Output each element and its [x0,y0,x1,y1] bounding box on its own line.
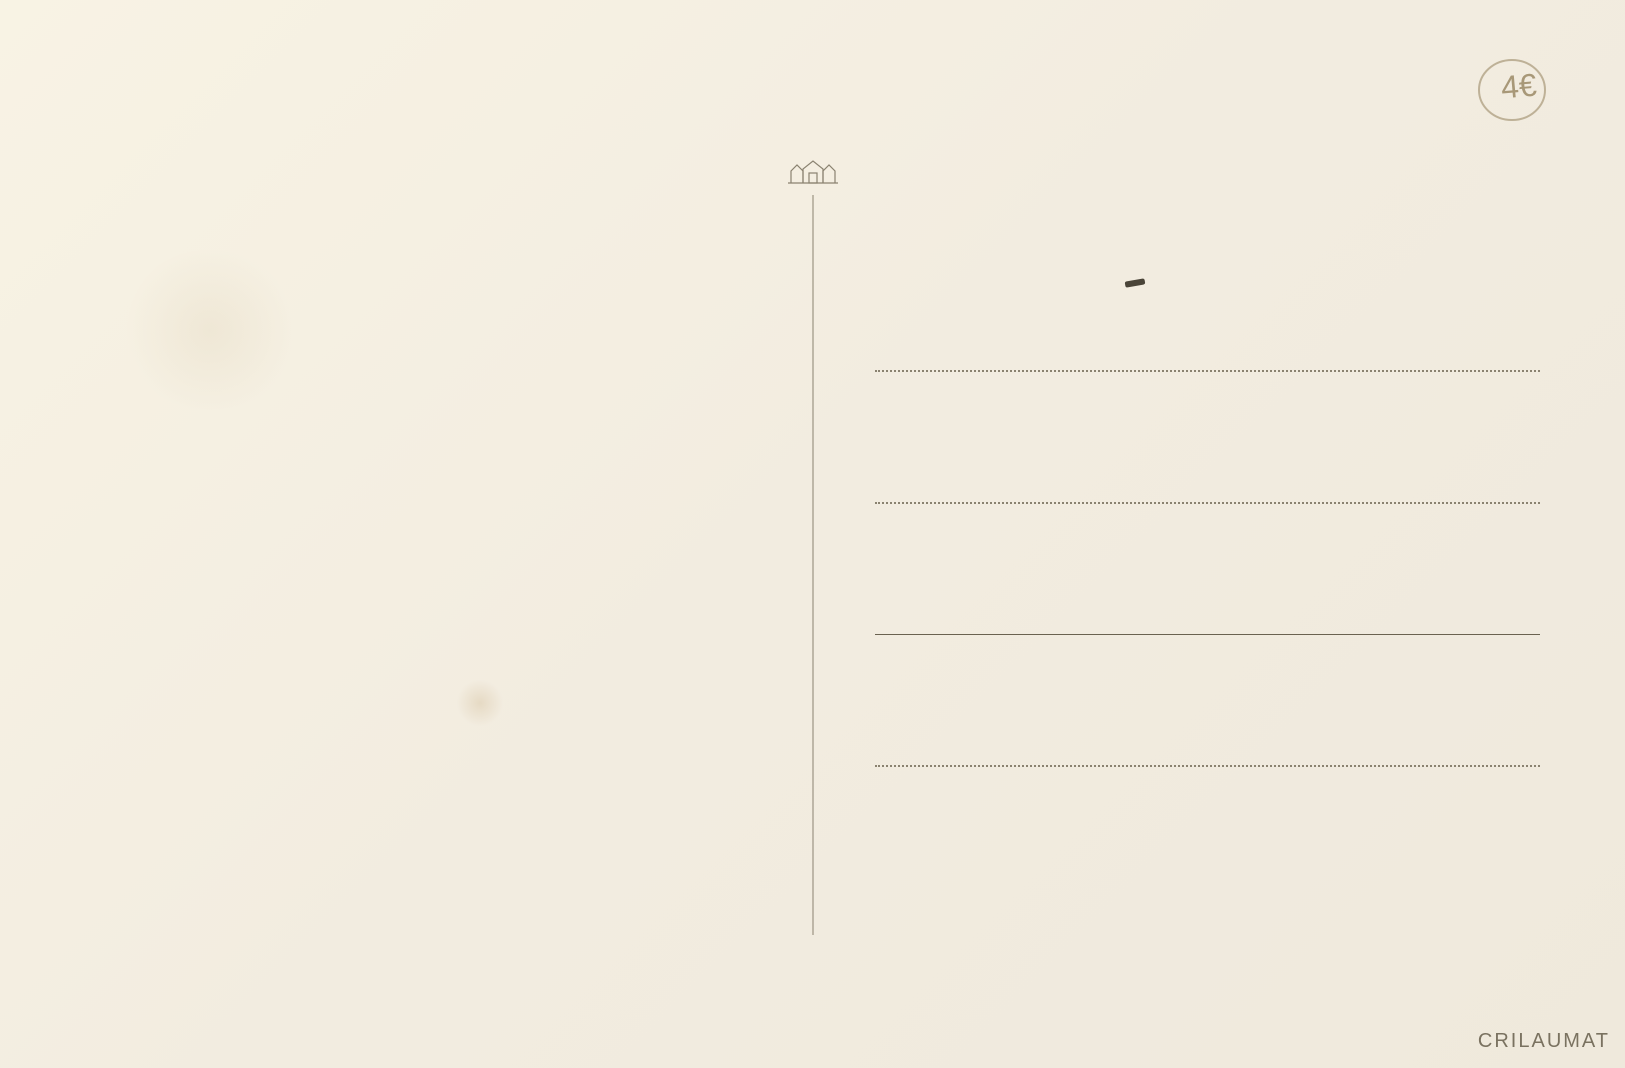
address-line-4 [875,765,1540,767]
age-stain [120,250,300,410]
address-line-1 [875,370,1540,372]
age-stain [450,678,510,728]
center-divider [812,195,813,935]
watermark-text: CRILAUMAT [1478,1030,1610,1053]
address-line-3 [875,634,1540,635]
publisher-logo-icon [783,155,843,190]
postcard-back: 4€ CRILAUMAT [0,0,1625,1068]
ink-mark [1125,278,1146,287]
address-line-2 [875,502,1540,504]
address-section [875,370,1540,897]
price-annotation-text: 4€ [1500,67,1539,107]
